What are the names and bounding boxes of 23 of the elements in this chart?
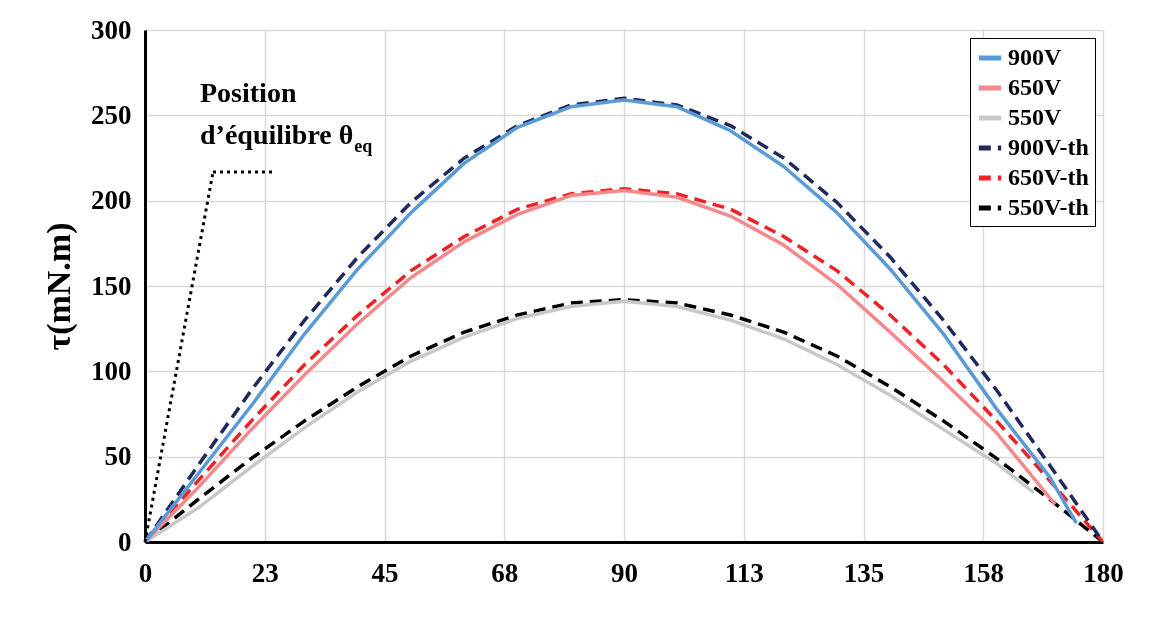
y-tick-label: 0	[118, 526, 132, 557]
y-tick-label: 300	[91, 14, 132, 45]
x-tick-label: 68	[491, 557, 519, 588]
x-tick-label: 158	[963, 557, 1004, 588]
y-tick-label: 200	[91, 185, 132, 216]
x-tick-label: 45	[371, 557, 399, 588]
x-tick-label: 0	[138, 557, 153, 588]
y-tick-label: 50	[104, 441, 132, 472]
legend-label: 550V-th	[1008, 194, 1089, 220]
y-tick-label: 250	[91, 99, 132, 130]
x-tick-label: 23	[251, 557, 279, 588]
x-tick-label: 113	[724, 557, 764, 588]
y-tick-label: 150	[91, 270, 132, 301]
legend-label: 650V-th	[1008, 164, 1089, 190]
x-tick-label: 180	[1083, 557, 1124, 588]
x-tick-label: 135	[843, 557, 885, 588]
legend-label: 900V-th	[1008, 134, 1089, 160]
x-tick-label: 90	[611, 557, 638, 588]
y-tick-label: 100	[91, 355, 132, 386]
legend-label: 900V	[1008, 44, 1062, 70]
legend-label: 650V	[1008, 74, 1062, 100]
y-axis-title: τ(mN.m)	[40, 222, 78, 351]
legend-label: 550V	[1008, 104, 1062, 130]
